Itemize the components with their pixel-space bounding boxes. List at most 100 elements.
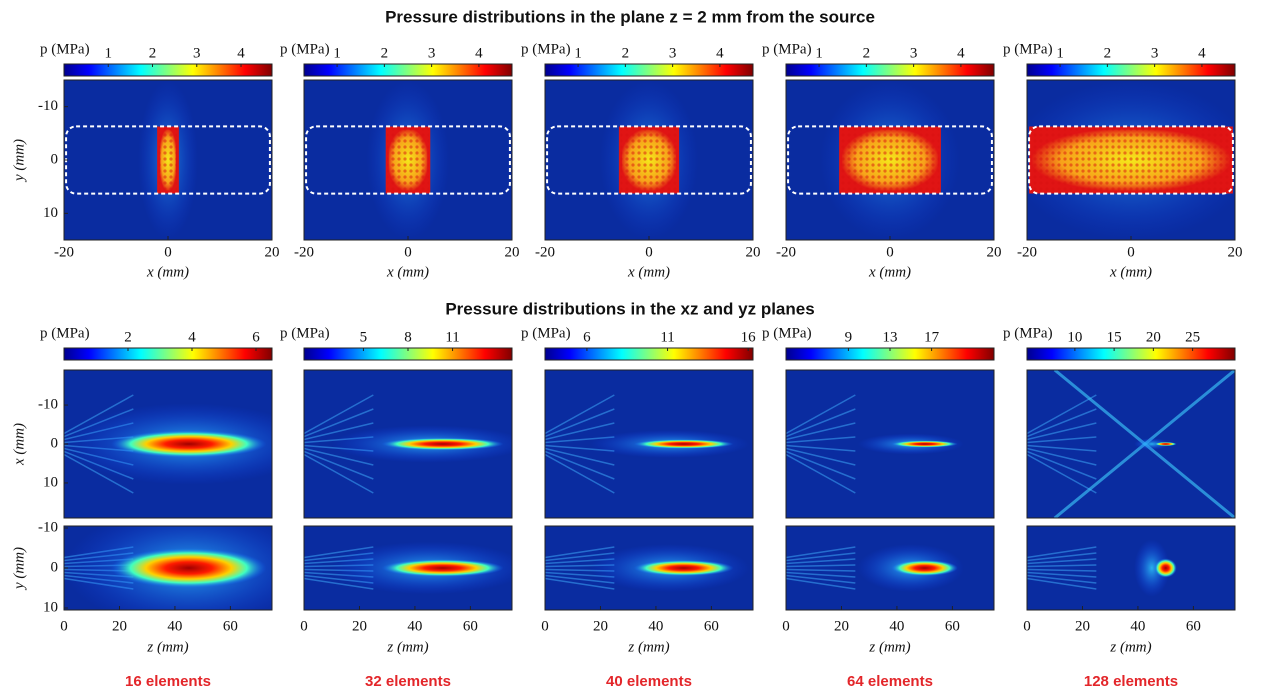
x-tick-label: 0 [1127,244,1135,260]
beam [381,437,504,451]
colorbar-label: p (MPa) [40,41,90,57]
colorbar-tick-label: 11 [445,329,459,345]
x-tick-label: 20 [746,244,761,260]
frame [1026,369,1236,519]
near-field [304,422,374,441]
heatmap [545,370,753,518]
colorbar-tick-label: 3 [910,45,918,61]
heatmap [786,80,994,240]
x-tick-label: 0 [645,244,653,260]
colorbar-tick-label: 4 [237,45,245,61]
x-tick-label: -20 [535,244,555,260]
near-field [786,568,856,572]
colorbar-tick-label: 5 [360,329,368,345]
frame [785,369,995,519]
colorbar-tick-label: 2 [124,329,132,345]
colorbar-tick-label: 1 [574,45,582,61]
y-tick-label: 0 [51,151,59,167]
y-tick-label: -10 [38,519,58,535]
beam [633,560,734,576]
colorbar-tick-label: 6 [252,329,260,345]
colorbar-tick-label: 3 [669,45,677,61]
x-tick-label: 0 [1023,618,1031,634]
colorbar-tick-label: 9 [845,329,853,345]
colorbar-tick-label: 1 [105,45,113,61]
heatmap [545,80,753,240]
x-tick-label: 20 [987,244,1002,260]
colorbar-label: p (MPa) [280,41,330,57]
x-tick-label: 20 [505,244,520,260]
colorbar-tick-label: 4 [957,45,965,61]
y-tick-label: 10 [43,599,58,615]
colorbar-tick-label: 1 [815,45,823,61]
frame [1026,525,1236,611]
near-field [1027,552,1097,562]
near-field [545,447,615,466]
near-field [786,574,856,584]
x-tick-label: 40 [889,618,904,634]
colorbar [63,63,273,77]
near-field [545,546,615,559]
colorbar [544,347,754,361]
near-field [1027,447,1097,466]
x-axis-label: z (mm) [146,639,188,655]
heatmap [64,80,272,240]
y-axis-label: x (mm) [11,423,27,466]
x-tick-label: 0 [541,618,549,634]
colorbar [1026,347,1236,361]
near-field [545,453,615,494]
x-tick-label: 20 [1228,244,1243,260]
x-tick-label: 0 [300,618,308,634]
colorbar-tick-label: 6 [583,329,591,345]
near-field [1027,422,1097,441]
near-field [1027,558,1097,565]
y-tick-label: 10 [43,205,58,221]
near-field [786,558,856,565]
near-field [304,394,374,435]
x-tick-label: 20 [834,618,849,634]
near-field [545,552,615,562]
beam [1154,558,1177,578]
colorbar-label: p (MPa) [40,325,90,341]
near-field [304,577,374,590]
x-tick-label: -20 [54,244,74,260]
y-axis-label: y (mm) [11,547,27,591]
y-axis-label: y (mm) [11,139,27,183]
beam-glow [1134,438,1170,450]
near-field [545,577,615,590]
colorbar-tick-label: 4 [1198,45,1206,61]
colorbar-tick-label: 3 [1151,45,1159,61]
heatmap [64,526,272,610]
colorbar-tick-label: 2 [381,45,389,61]
x-tick-label: 60 [704,618,719,634]
beam-glow [1134,539,1170,597]
x-tick-label: 60 [223,618,238,634]
column-label: 128 elements [1084,673,1178,690]
colorbar-label: p (MPa) [1003,41,1053,57]
x-axis-label: x (mm) [1109,264,1152,280]
colorbar-tick-label: 3 [428,45,436,61]
x-tick-label: -20 [776,244,796,260]
column-label: 40 elements [606,673,692,690]
x-tick-label: 20 [352,618,367,634]
near-field [786,564,856,568]
near-field [786,436,856,444]
frame [303,369,513,519]
beam [111,430,267,458]
y-tick-label: 0 [51,435,59,451]
near-field [1027,574,1097,584]
near-field [304,546,374,559]
title: Pressure distributions in the xz and yz … [445,299,814,318]
colorbar-label: p (MPa) [762,325,812,341]
heatmap-bg [1027,526,1235,610]
near-field [64,394,134,435]
heatmap [304,80,512,240]
colorbar-tick-label: 2 [863,45,871,61]
colorbar-tick-label: 11 [660,329,674,345]
x-axis-label: x (mm) [868,264,911,280]
y-tick-label: 0 [51,559,59,575]
heatmap [786,526,994,610]
near-field [786,546,856,559]
near-field [786,444,856,452]
